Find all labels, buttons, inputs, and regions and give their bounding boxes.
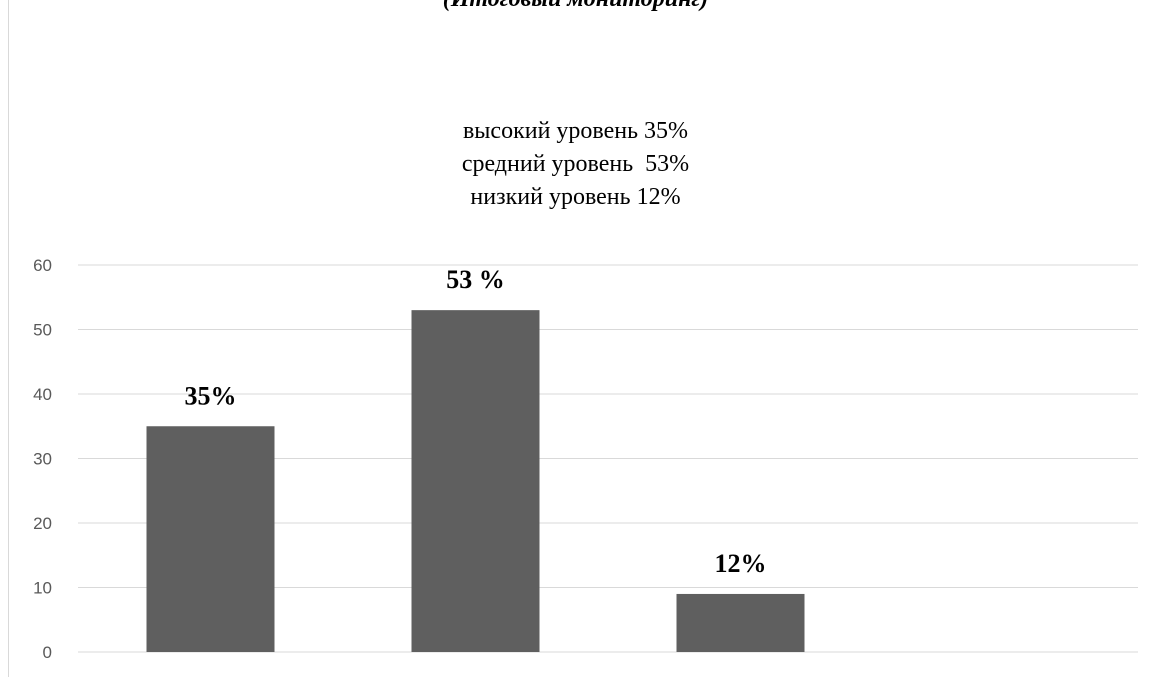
note-line-high: высокий уровень 35% xyxy=(462,118,689,144)
note-line-medium: средний уровень 53% xyxy=(461,151,690,177)
bar xyxy=(411,310,540,652)
data-label: 35% xyxy=(185,381,237,410)
bar xyxy=(146,426,275,652)
y-tick-label: 10 xyxy=(33,579,52,598)
y-tick-label: 30 xyxy=(33,450,52,469)
y-tick-label: 0 xyxy=(43,643,52,662)
note-line-low: низкий уровень 12% xyxy=(470,184,681,210)
data-label: 53 % xyxy=(446,265,505,294)
y-tick-label: 60 xyxy=(33,256,52,275)
chart-area xyxy=(8,0,1151,677)
y-tick-label: 50 xyxy=(33,321,52,340)
data-label: 12% xyxy=(715,549,767,578)
bar xyxy=(676,593,805,652)
chart-title: (Итоговый мониторинг) xyxy=(0,0,1151,13)
y-tick-label: 40 xyxy=(33,385,52,404)
y-tick-label: 20 xyxy=(33,514,52,533)
